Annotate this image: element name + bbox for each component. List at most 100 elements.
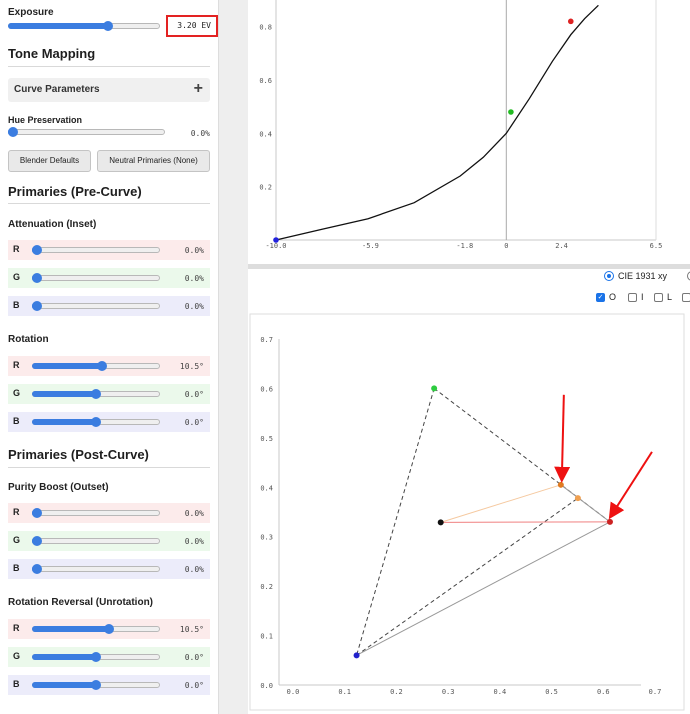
- gamut-edge: [356, 388, 435, 656]
- rotation-slider-g[interactable]: [32, 387, 160, 401]
- rotation-row-b: B 0.0°: [8, 412, 210, 432]
- slider-thumb[interactable]: [97, 361, 108, 371]
- channel-label: R: [13, 623, 20, 633]
- slider-track[interactable]: [32, 275, 160, 281]
- rotation-reversal-slider-b[interactable]: [32, 678, 160, 692]
- slider-thumb[interactable]: [91, 417, 101, 427]
- exposure-label: Exposure: [8, 7, 54, 18]
- exposure-slider[interactable]: [8, 19, 160, 33]
- purity-boost-title: Purity Boost (Outset): [8, 482, 109, 493]
- cie-chromaticity-chart: 0.0 0.1 0.2 0.3 0.4 0.5 0.6 0.7 0.0 0.1 0.2 0.3 0.4 0…: [249, 313, 685, 711]
- slider-thumb[interactable]: [32, 301, 42, 311]
- x-tick-label: 0.2: [390, 688, 403, 696]
- x-tick-label: 0: [504, 242, 508, 250]
- slider-thumb[interactable]: [103, 21, 114, 31]
- y-tick-label: 0.4: [259, 130, 272, 138]
- purity-boost-row-r: R 0.0%: [8, 503, 210, 523]
- checkbox-label-o: O: [609, 292, 617, 302]
- channel-label: G: [13, 651, 21, 661]
- slider-track[interactable]: [32, 538, 160, 544]
- plot-splitter[interactable]: [248, 264, 690, 269]
- checkbox-o[interactable]: ✓: [596, 293, 605, 302]
- checkbox-l[interactable]: [654, 293, 663, 302]
- rotation-row-r: R 10.5°: [8, 356, 210, 376]
- rotation-value-r: 10.5°: [179, 362, 204, 371]
- plots-panel: 0.2 0.4 0.6 0.8 -10.0 -5.9 -1.8 0 2.4 6.5 CIE 193…: [248, 0, 690, 714]
- channel-label: B: [13, 416, 20, 426]
- hue-preservation-slider[interactable]: [8, 125, 165, 139]
- slider-fill: [32, 363, 103, 369]
- slider-fill: [32, 654, 96, 660]
- hue-preservation-value: 0.0%: [190, 129, 210, 138]
- cie-1931-label: CIE 1931 xy: [618, 271, 668, 281]
- y-tick-label: 0.2: [259, 184, 272, 192]
- purity-boost-slider-b[interactable]: [32, 562, 160, 576]
- slider-thumb[interactable]: [103, 624, 114, 634]
- attenuation-slider-g[interactable]: [32, 271, 160, 285]
- curve-parameters-toggle[interactable]: Curve Parameters +: [8, 78, 210, 102]
- attenuation-slider-r[interactable]: [32, 243, 160, 257]
- y-tick-label: 0.7: [260, 336, 273, 344]
- slider-thumb[interactable]: [91, 680, 101, 690]
- channel-label: B: [13, 679, 20, 689]
- blender-defaults-button[interactable]: Blender Defaults: [8, 150, 91, 172]
- tone-curve-line: [275, 4, 599, 241]
- rotation-reversal-slider-r[interactable]: [32, 622, 160, 636]
- purity-boost-row-b: B 0.0%: [8, 559, 210, 579]
- y-tick-label: 0.2: [260, 583, 273, 591]
- checkbox-extra[interactable]: [682, 293, 690, 302]
- rotation-reversal-slider-g[interactable]: [32, 650, 160, 664]
- rotation-slider-r[interactable]: [32, 359, 160, 373]
- rotation-reversal-row-r: R 10.5°: [8, 619, 210, 639]
- gamut-edge: [356, 521, 611, 656]
- slider-track[interactable]: [32, 510, 160, 516]
- x-tick-label: 0.0: [287, 688, 300, 696]
- slider-track[interactable]: [8, 129, 165, 135]
- pre-curve-title: Primaries (Pre-Curve): [8, 184, 142, 199]
- curve-marker: [567, 18, 574, 25]
- attenuation-title: Attenuation (Inset): [8, 219, 97, 230]
- slider-thumb[interactable]: [32, 508, 42, 518]
- rotation-slider-b[interactable]: [32, 415, 160, 429]
- checkbox-i[interactable]: [628, 293, 637, 302]
- slider-thumb[interactable]: [91, 652, 101, 662]
- channel-label: R: [13, 507, 20, 517]
- slider-thumb[interactable]: [91, 389, 101, 399]
- channel-label: B: [13, 300, 20, 310]
- curve-parameters-label: Curve Parameters: [14, 84, 100, 95]
- slider-track[interactable]: [32, 247, 160, 253]
- plus-icon[interactable]: +: [193, 80, 203, 97]
- y-tick-label: 0.8: [259, 24, 272, 32]
- slider-thumb[interactable]: [32, 273, 42, 283]
- attenuation-row-g: G 0.0%: [8, 268, 210, 288]
- slider-thumb[interactable]: [32, 564, 42, 574]
- panel-splitter[interactable]: [218, 0, 248, 714]
- y-tick-label: 0.6: [260, 385, 273, 393]
- attenuation-slider-b[interactable]: [32, 299, 160, 313]
- slider-track[interactable]: [32, 566, 160, 572]
- purity-boost-slider-g[interactable]: [32, 534, 160, 548]
- x-tick-label: 0.4: [494, 688, 507, 696]
- slider-fill: [32, 626, 109, 632]
- purity-boost-value-g: 0.0%: [184, 537, 204, 546]
- checkbox-label-l: L: [667, 292, 673, 302]
- slider-thumb[interactable]: [8, 127, 18, 137]
- rotation-row-g: G 0.0°: [8, 384, 210, 404]
- neutral-primaries-button[interactable]: Neutral Primaries (None): [97, 150, 210, 172]
- rotation-reversal-value-b: 0.0°: [184, 681, 204, 690]
- divider: [8, 467, 210, 468]
- attenuation-value-r: 0.0%: [184, 246, 204, 255]
- x-tick-label: 0.7: [649, 688, 662, 696]
- attenuation-row-b: B 0.0%: [8, 296, 210, 316]
- cie-1931-radio[interactable]: [604, 271, 614, 281]
- exposure-value[interactable]: 3.20 EV: [166, 15, 218, 37]
- purity-boost-slider-r[interactable]: [32, 506, 160, 520]
- y-tick-label: 0.5: [260, 435, 273, 443]
- x-tick-label: -10.0: [265, 242, 286, 250]
- divider: [8, 66, 210, 67]
- channel-label: R: [13, 360, 20, 370]
- green-primary: [431, 385, 438, 392]
- slider-thumb[interactable]: [32, 536, 42, 546]
- slider-thumb[interactable]: [32, 245, 42, 255]
- slider-track[interactable]: [32, 303, 160, 309]
